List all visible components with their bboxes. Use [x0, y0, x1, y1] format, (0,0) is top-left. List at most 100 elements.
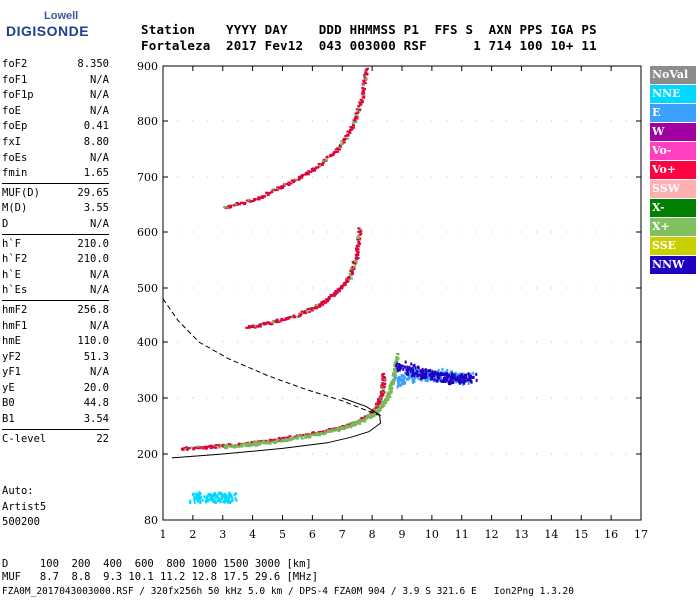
echo-point: [315, 307, 319, 310]
echo-point: [210, 444, 214, 447]
echo-point: [181, 448, 185, 451]
echo-point: [416, 365, 419, 369]
grid-dot: [550, 231, 552, 233]
grid-dot: [192, 120, 194, 122]
echo-point: [228, 491, 231, 495]
grid-dot: [521, 176, 522, 178]
echo-point: [354, 422, 358, 425]
echo-point: [347, 422, 351, 425]
echo-point: [412, 372, 415, 376]
echo-point: [362, 95, 366, 98]
echo-point: [324, 301, 328, 304]
footer-muf-row: MUF 8.7 8.8 9.3 10.1 11.2 12.8 17.5 29.6…: [2, 571, 319, 583]
grid-dot: [610, 397, 612, 399]
echo-point: [297, 176, 301, 179]
echo-point: [258, 443, 262, 446]
grid-dot: [386, 176, 388, 178]
grid-dot: [446, 287, 448, 289]
echo-point: [270, 439, 274, 442]
grid-dot: [476, 453, 478, 455]
echo-point: [214, 492, 217, 496]
grid-dot: [222, 120, 224, 122]
echo-point: [409, 370, 412, 374]
echo-point: [334, 151, 338, 154]
echo-point: [305, 171, 309, 174]
echo-point: [376, 400, 380, 403]
grid-dot: [237, 453, 239, 455]
series-3rd-hop-vo: [223, 67, 369, 210]
echo-point: [257, 198, 261, 201]
echo-point: [375, 404, 379, 407]
grid-dot: [595, 341, 597, 343]
echo-point: [348, 273, 352, 276]
param-separator: [2, 233, 109, 235]
echo-point: [252, 444, 256, 447]
echo-point: [340, 286, 344, 289]
param-value: 8.80: [83, 135, 109, 148]
echo-point: [278, 438, 282, 441]
echo-point: [388, 396, 392, 399]
echo-point: [436, 371, 439, 375]
echo-point: [388, 388, 392, 391]
echo-point: [340, 285, 344, 288]
grid-dot: [446, 397, 448, 399]
echo-point: [362, 96, 366, 99]
echo-point: [425, 371, 428, 375]
grid-dot: [580, 120, 582, 122]
echo-point: [339, 428, 343, 431]
param-name: foF2: [2, 58, 28, 70]
echo-point: [388, 393, 392, 396]
echo-point: [261, 441, 265, 444]
x-tick-label: 2: [189, 528, 196, 541]
echo-point: [339, 426, 343, 429]
echo-point: [363, 420, 367, 423]
echo-point: [396, 377, 399, 381]
param-row: MUF(D) 29.65: [2, 186, 109, 202]
param-value: 44.8: [83, 397, 109, 410]
echo-point: [307, 170, 311, 173]
grid-dot: [521, 453, 522, 455]
echo-point: [354, 256, 358, 259]
echo-point: [321, 301, 325, 304]
echo-point: [442, 376, 445, 380]
echo-point: [322, 160, 326, 163]
echo-point: [320, 163, 324, 166]
echo-point: [378, 400, 382, 403]
grid-dot: [595, 397, 597, 399]
grid-dot: [177, 287, 179, 289]
echo-point: [242, 442, 246, 445]
echo-point: [356, 108, 360, 111]
grid-dot: [386, 231, 388, 233]
echo-point: [235, 444, 239, 447]
echo-point: [470, 380, 473, 384]
echo-point: [411, 378, 414, 382]
echo-point: [360, 419, 364, 422]
echo-point: [333, 429, 337, 432]
echo-point: [337, 430, 341, 433]
param-row: hmF1 N/A: [2, 319, 109, 335]
echo-point: [300, 434, 304, 437]
grid-dot: [267, 287, 268, 289]
echo-point: [463, 375, 466, 379]
echo-point: [196, 499, 199, 503]
y-tick-label: 800: [137, 115, 158, 128]
grid-dot: [461, 341, 463, 343]
echo-point: [401, 378, 404, 382]
echo-point: [464, 375, 467, 379]
echo-point: [396, 352, 400, 355]
echo-point: [429, 373, 432, 377]
header-values: Fortaleza 2017 Fev12 043 003000 RSF 1 71…: [141, 38, 597, 53]
echo-point: [348, 425, 352, 428]
grid-dot: [401, 397, 403, 399]
echo-point: [248, 324, 252, 327]
grid-dot: [431, 120, 433, 122]
echo-point: [228, 206, 232, 209]
echo-point: [300, 176, 304, 179]
echo-point: [356, 422, 360, 425]
echo-point: [199, 501, 202, 505]
echo-point: [357, 104, 361, 107]
param-row: D N/A: [2, 217, 109, 233]
echo-point: [253, 198, 257, 201]
echo-point: [311, 169, 315, 172]
echo-point: [217, 446, 221, 449]
